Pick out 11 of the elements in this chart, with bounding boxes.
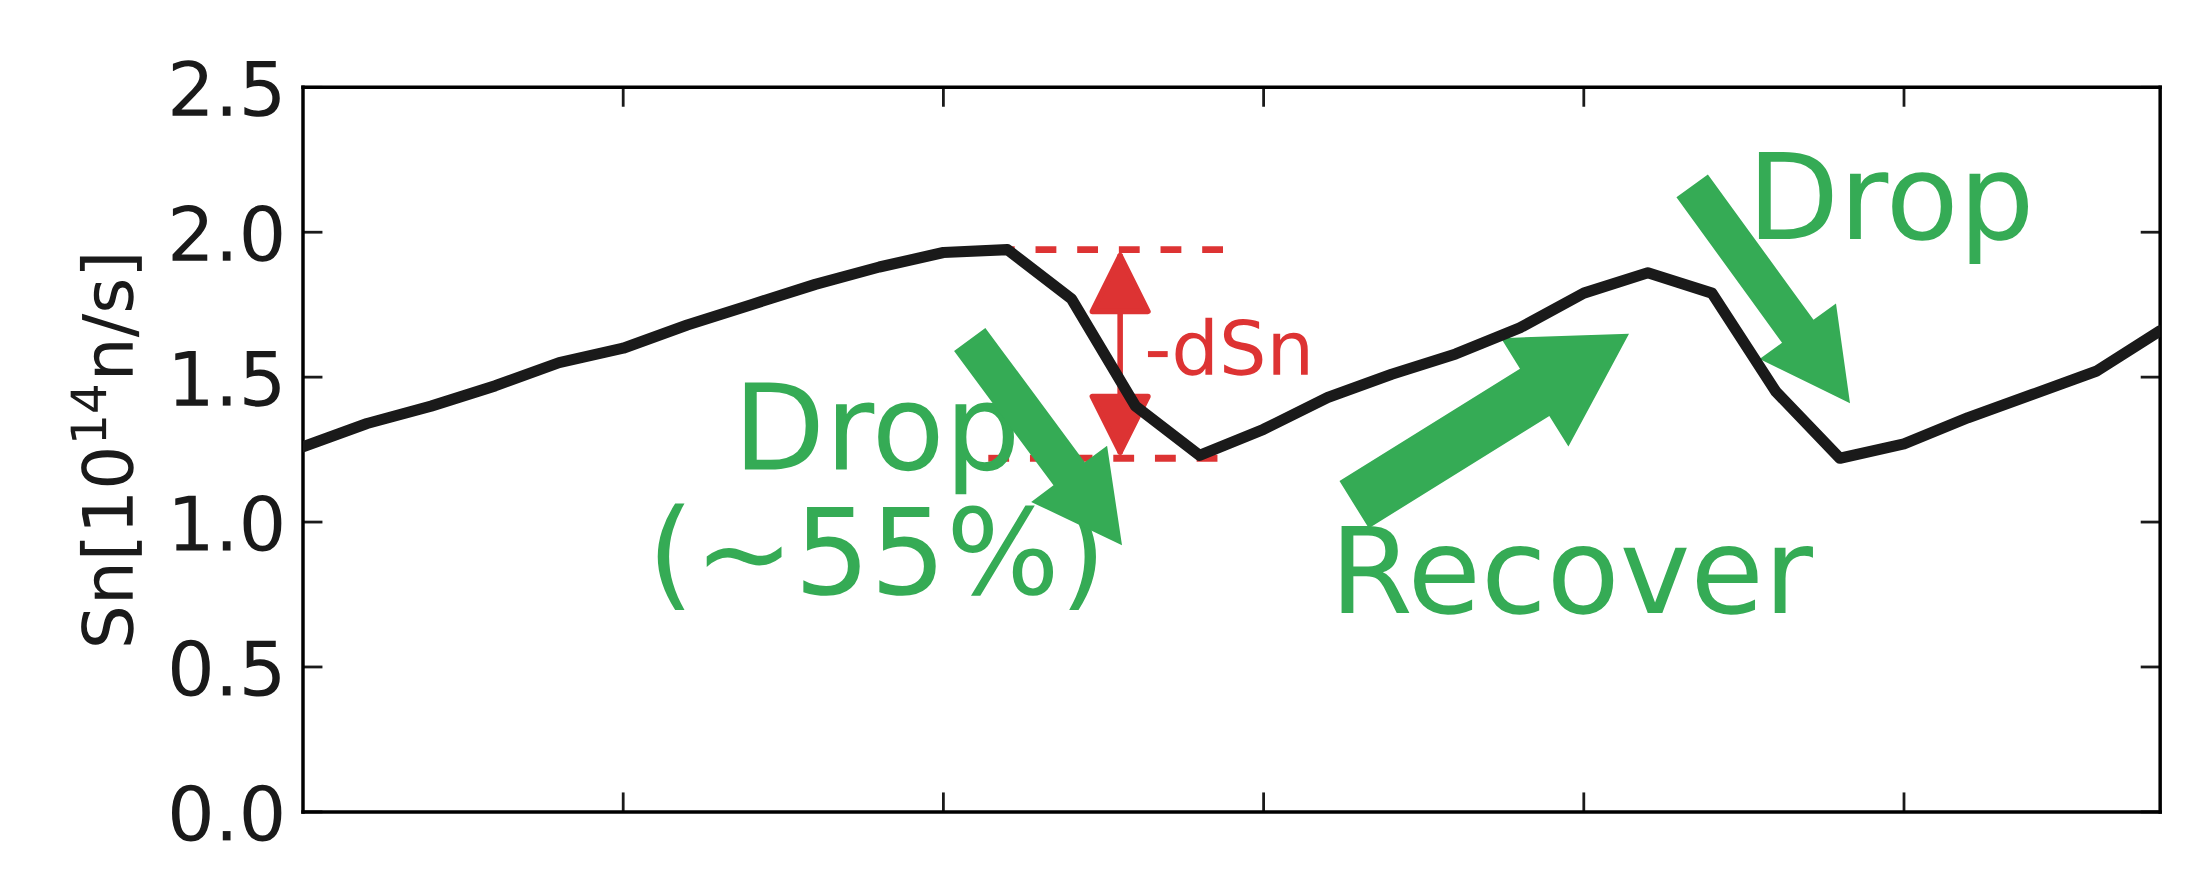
annotation: Drop [1758,152,2028,264]
y-tick-label: 0.5 [172,639,280,697]
annotation: Recover [1341,525,1813,615]
y-tick-label: 1.5 [175,350,280,407]
y-tick-label: 0.0 [172,784,282,842]
annotation: Drop (~55%) [657,382,1096,610]
y-tick-label: 2.0 [172,205,282,262]
y-tick-label: 1.0 [175,494,282,552]
y-axis-title: Sn[10$^{14}$n/s] [70,256,142,645]
y-tick-label: 2.5 [172,60,280,117]
annotation: -dSn [1147,317,1308,376]
